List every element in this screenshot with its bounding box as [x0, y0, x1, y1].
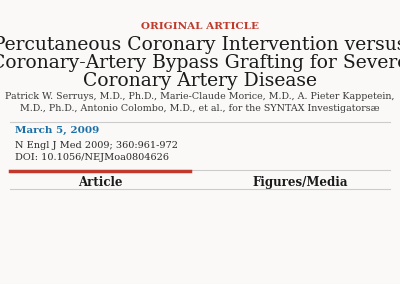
Text: N Engl J Med 2009; 360:961-972: N Engl J Med 2009; 360:961-972	[15, 141, 178, 150]
Text: Coronary Artery Disease: Coronary Artery Disease	[83, 72, 317, 90]
Text: ORIGINAL ARTICLE: ORIGINAL ARTICLE	[141, 22, 259, 31]
Text: M.D., Ph.D., Antonio Colombo, M.D., et al., for the SYNTAX Investigatorsæ: M.D., Ph.D., Antonio Colombo, M.D., et a…	[20, 104, 380, 113]
Text: DOI: 10.1056/NEJMoa0804626: DOI: 10.1056/NEJMoa0804626	[15, 153, 169, 162]
Text: Patrick W. Serruys, M.D., Ph.D., Marie-Claude Morice, M.D., A. Pieter Kappetein,: Patrick W. Serruys, M.D., Ph.D., Marie-C…	[5, 92, 395, 101]
Text: March 5, 2009: March 5, 2009	[15, 126, 99, 135]
Text: Article: Article	[78, 176, 122, 189]
Text: Coronary-Artery Bypass Grafting for Severe: Coronary-Artery Bypass Grafting for Seve…	[0, 54, 400, 72]
Text: Figures/Media: Figures/Media	[252, 176, 348, 189]
Text: Percutaneous Coronary Intervention versus: Percutaneous Coronary Intervention versu…	[0, 36, 400, 54]
